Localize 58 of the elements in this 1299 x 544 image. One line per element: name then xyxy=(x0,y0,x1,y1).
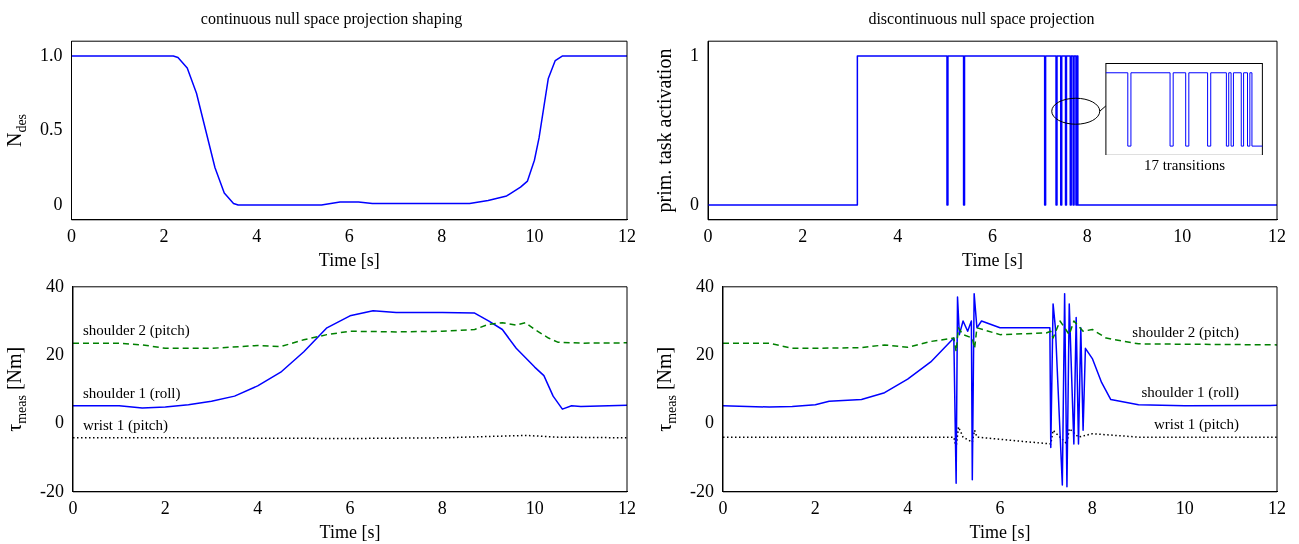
y-tick-label: 0 xyxy=(54,412,64,433)
y-tick-label: 40 xyxy=(695,275,714,296)
y-tick-label: 0 xyxy=(53,193,63,214)
x-tick-label: 2 xyxy=(798,226,808,247)
y-tick-label: 0 xyxy=(704,412,714,433)
x-tick-label: 12 xyxy=(618,498,636,519)
y-tick-label: 20 xyxy=(45,343,64,364)
series-label: wrist 1 (pitch) xyxy=(82,416,168,434)
x-tick-label: 2 xyxy=(160,498,170,519)
x-tick-label: 8 xyxy=(1087,498,1097,519)
x-tick-label: 6 xyxy=(995,498,1005,519)
x-axis-title: Time [s] xyxy=(962,249,1023,270)
annotation: 17 transitions xyxy=(1142,157,1227,175)
x-axis-title: Time [s] xyxy=(969,521,1031,542)
series-label: shoulder 1 (roll) xyxy=(1141,384,1239,402)
x-tick-label: 8 xyxy=(437,498,447,519)
x-tick-label: 4 xyxy=(903,498,913,519)
x-tick-label: 2 xyxy=(810,498,820,519)
x-tick-label: 10 xyxy=(525,226,544,247)
series-label: shoulder 2 (pitch) xyxy=(1132,323,1239,341)
x-tick-label: 12 xyxy=(1268,226,1286,247)
y-tick-label: 20 xyxy=(695,343,714,364)
x-tick-label: 8 xyxy=(437,226,447,247)
x-tick-label: 6 xyxy=(988,226,997,247)
y-tick-label: 40 xyxy=(45,275,64,296)
x-axis-title: Time [s] xyxy=(319,521,381,542)
x-tick-label: 4 xyxy=(893,226,903,247)
x-tick-label: 2 xyxy=(159,226,169,247)
x-axis-title: Time [s] xyxy=(318,249,380,270)
y-axis-title: prim. task activation xyxy=(653,48,677,213)
series-label: wrist 1 (pitch) xyxy=(1154,416,1239,434)
chart-title: discontinuous null space projection xyxy=(868,9,1095,28)
x-tick-label: 6 xyxy=(345,498,355,519)
x-tick-label: 10 xyxy=(1173,226,1192,247)
line-series xyxy=(722,320,1277,353)
x-tick-label: 0 xyxy=(718,498,728,519)
y-tick-label: -20 xyxy=(39,480,64,501)
x-tick-label: 6 xyxy=(344,226,354,247)
y-tick-label: 0 xyxy=(690,193,699,214)
y-axis-title: Ndes xyxy=(3,113,29,148)
series-label: shoulder 1 (roll) xyxy=(82,384,181,402)
series-label: shoulder 2 (pitch) xyxy=(82,322,190,340)
x-tick-label: 8 xyxy=(1082,226,1092,247)
y-tick-label: 1 xyxy=(690,44,699,65)
chart-title: continuous null space projection shaping xyxy=(200,9,463,28)
x-tick-label: 12 xyxy=(1268,498,1286,519)
x-tick-label: 10 xyxy=(1175,498,1194,519)
x-tick-label: 0 xyxy=(68,498,78,519)
y-tick-label: 1.0 xyxy=(40,44,63,65)
x-tick-label: 12 xyxy=(618,226,636,247)
y-tick-label: -20 xyxy=(689,480,714,501)
y-axis-title: τmeas [Nm] xyxy=(653,346,679,432)
line-series xyxy=(72,321,627,350)
x-tick-label: 4 xyxy=(253,498,263,519)
x-tick-label: 4 xyxy=(252,226,262,247)
y-axis-title: τmeas [Nm] xyxy=(3,346,29,432)
x-tick-label: 10 xyxy=(525,498,544,519)
y-tick-label: 0.5 xyxy=(40,119,63,140)
